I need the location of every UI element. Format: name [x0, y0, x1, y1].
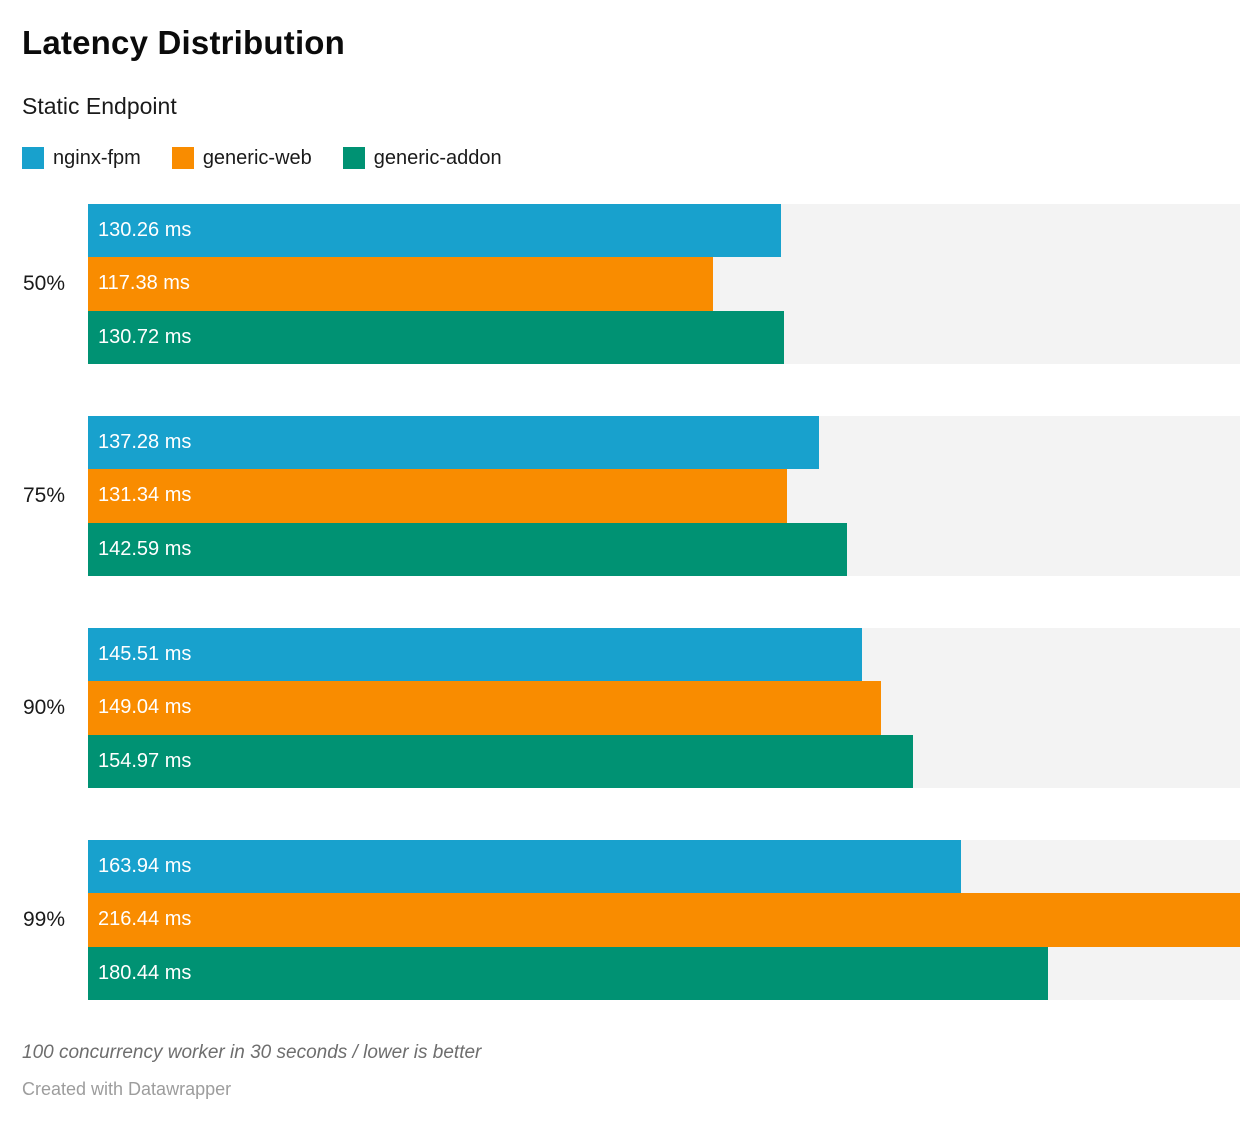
- bar-value-label: 149.04 ms: [98, 696, 192, 719]
- bar-nginx-fpm: 163.94 ms: [88, 839, 961, 894]
- bar-track: 180.44 ms: [88, 946, 1240, 1000]
- bar-group: 75% 137.28 ms 131.34 ms 142.59 ms: [0, 415, 1240, 576]
- bar-generic-addon: 130.72 ms: [88, 310, 784, 364]
- bar-group: 90% 145.51 ms 149.04 ms 154.97 ms: [0, 627, 1240, 788]
- legend-label: generic-addon: [373, 147, 502, 169]
- percentile-label: 75%: [22, 483, 65, 507]
- bar-generic-web: 131.34 ms: [88, 469, 788, 523]
- bar-generic-addon: 180.44 ms: [88, 946, 1049, 1000]
- chart-footer: 100 concurrency worker in 30 seconds / l…: [22, 1041, 1217, 1100]
- bar-value-label: 137.28 ms: [98, 431, 192, 454]
- bar-group: 50% 130.26 ms 117.38 ms 130.72 ms: [0, 204, 1240, 364]
- bar-value-label: 130.26 ms: [98, 219, 192, 242]
- bar-track: 137.28 ms: [88, 415, 1240, 470]
- bar-track: 145.51 ms: [88, 627, 1240, 682]
- bar-track: 154.97 ms: [88, 734, 1240, 788]
- bar-track: 130.72 ms: [88, 310, 1240, 364]
- bar-track: 142.59 ms: [88, 522, 1240, 576]
- bar-rows: 137.28 ms 131.34 ms 142.59 ms: [88, 415, 1240, 576]
- bar-value-label: 163.94 ms: [98, 855, 192, 878]
- bar-value-label: 180.44 ms: [98, 961, 192, 984]
- legend-swatch-icon: [171, 147, 194, 169]
- bar-value-label: 131.34 ms: [98, 484, 192, 507]
- bar-value-label: 130.72 ms: [98, 325, 192, 348]
- bar-group: 99% 163.94 ms 216.44 ms 180.44 ms: [0, 839, 1240, 1000]
- bar-nginx-fpm: 130.26 ms: [88, 204, 782, 258]
- bar-generic-addon: 142.59 ms: [88, 522, 847, 576]
- legend-swatch-icon: [342, 147, 365, 169]
- bar-rows: 145.51 ms 149.04 ms 154.97 ms: [88, 627, 1240, 788]
- bar-value-label: 154.97 ms: [98, 749, 192, 772]
- datawrapper-attribution: Created with Datawrapper: [22, 1078, 232, 1099]
- bar-track: 163.94 ms: [88, 839, 1240, 894]
- bar-track: 149.04 ms: [88, 681, 1240, 735]
- bar-nginx-fpm: 145.51 ms: [88, 627, 863, 682]
- bar-track: 130.26 ms: [88, 204, 1240, 258]
- chart-header: Latency Distribution Static Endpoint ngi…: [0, 0, 1240, 169]
- chart-subtitle: Static Endpoint: [22, 93, 177, 119]
- bar-rows: 130.26 ms 117.38 ms 130.72 ms: [88, 204, 1240, 364]
- chart-note: 100 concurrency worker in 30 seconds / l…: [22, 1041, 482, 1063]
- chart-title: Latency Distribution: [22, 24, 346, 61]
- bar-generic-web: 117.38 ms: [88, 257, 713, 311]
- bar-value-label: 142.59 ms: [98, 537, 192, 560]
- legend-item-nginx-fpm: nginx-fpm: [22, 147, 141, 169]
- bar-chart: 50% 130.26 ms 117.38 ms 130.72 ms 75% 137.28 …: [0, 204, 1240, 1000]
- bar-value-label: 145.51 ms: [98, 643, 192, 666]
- bar-value-label: 216.44 ms: [98, 908, 192, 931]
- legend-label: generic-web: [202, 147, 312, 169]
- bar-generic-addon: 154.97 ms: [88, 734, 913, 788]
- percentile-label: 50%: [22, 271, 65, 295]
- bar-track: 117.38 ms: [88, 257, 1240, 311]
- bar-track: 131.34 ms: [88, 469, 1240, 523]
- legend-swatch-icon: [22, 147, 44, 169]
- bar-value-label: 117.38 ms: [98, 272, 190, 295]
- legend-item-generic-web: generic-web: [171, 147, 312, 169]
- legend-item-generic-addon: generic-addon: [342, 147, 502, 169]
- percentile-label: 99%: [22, 907, 65, 931]
- bar-rows: 163.94 ms 216.44 ms 180.44 ms: [88, 839, 1240, 1000]
- bar-generic-web: 216.44 ms: [88, 893, 1240, 947]
- bar-nginx-fpm: 137.28 ms: [88, 415, 819, 470]
- bar-generic-web: 149.04 ms: [88, 681, 882, 735]
- bar-track: 216.44 ms: [88, 893, 1240, 947]
- legend: nginx-fpm generic-web generic-addon: [22, 147, 1217, 169]
- percentile-label: 90%: [22, 695, 65, 719]
- legend-label: nginx-fpm: [53, 147, 141, 169]
